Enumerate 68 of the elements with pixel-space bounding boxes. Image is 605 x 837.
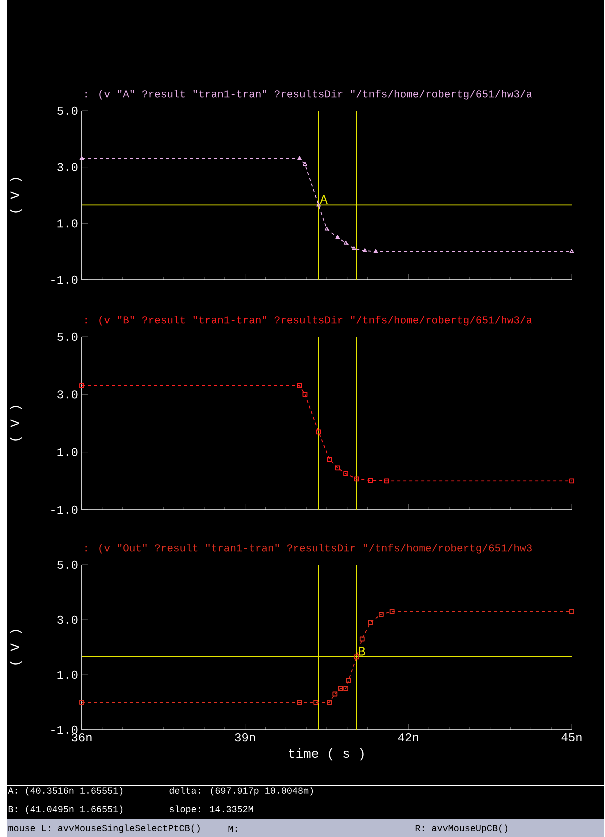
text: A: (40.3516n 1.65551) [8, 787, 123, 796]
text: B: (41.0495n 1.66551) [9, 806, 123, 814]
point [360, 636, 366, 642]
point [298, 384, 302, 388]
point [336, 235, 340, 240]
point [336, 466, 341, 471]
point [368, 478, 374, 484]
text: delta: (697.917p 10.0048m) [170, 787, 314, 796]
y-tick-label: 1.0 [58, 448, 78, 456]
chart-title: : (v "A" ?result "tran1-tran" ?resultsDir "/tnfs/home/robertg/651/hw3/a [86, 90, 532, 100]
y-tick-label: 3.0 [58, 390, 78, 399]
point [80, 700, 85, 705]
point [346, 678, 352, 683]
point [344, 472, 349, 476]
y-tick-label: 3.0 [58, 163, 78, 172]
point [379, 612, 384, 617]
point [314, 700, 319, 705]
point [303, 392, 308, 398]
x-tick-label: 39n [236, 734, 256, 742]
point [344, 240, 348, 245]
point [298, 700, 302, 705]
y-axis-title: ( V ) [10, 406, 22, 441]
point [363, 248, 368, 252]
y-tick-label: 1.0 [58, 220, 78, 228]
point [316, 202, 322, 207]
point [80, 156, 84, 160]
point [390, 609, 396, 614]
y-tick-label: 5.0 [58, 106, 78, 116]
point [328, 700, 332, 705]
point [374, 249, 378, 254]
point [570, 249, 574, 254]
chart-title: : (v "Out" ?result "tran1-tran" ?resultsDir "/tnfs/home/robertg/651/hw3 [86, 544, 532, 554]
text: slope: 14.3352M [170, 806, 254, 814]
y-tick-label: 5.0 [58, 560, 78, 570]
point [352, 246, 357, 250]
point [384, 478, 390, 484]
y-tick-label: 1.0 [58, 670, 78, 680]
point [570, 609, 575, 614]
text: mouse L: avvMouseSingleSelectPtCB() [8, 824, 200, 834]
point [570, 478, 575, 484]
point [332, 692, 338, 697]
point [344, 686, 349, 692]
point [354, 476, 360, 482]
annotation: B [359, 647, 366, 656]
x-tick-label: 42n [398, 734, 419, 742]
y-tick-label: 3.0 [58, 616, 78, 624]
point [338, 686, 344, 692]
point [328, 457, 332, 462]
y-tick-label: -1.0 [52, 506, 78, 514]
y-axis-title: ( V ) [10, 630, 22, 665]
point [368, 620, 374, 626]
point [316, 430, 322, 435]
point [80, 384, 85, 388]
text: M: [229, 826, 238, 832]
x-tick-label: 45n [562, 734, 582, 742]
x-tick-label: 36n [72, 734, 92, 742]
annotation: A [320, 195, 328, 204]
y-tick-label: -1.0 [52, 276, 78, 284]
point [303, 162, 308, 166]
point [354, 654, 360, 660]
point [325, 226, 330, 231]
point [298, 156, 302, 160]
y-tick-label: -1.0 [52, 726, 78, 734]
y-axis-title: ( V ) [10, 178, 22, 213]
y-tick-label: 5.0 [58, 332, 78, 342]
x-axis-title: time ( s ) [289, 748, 364, 761]
chart-title: : (v "B" ?result "tran1-tran" ?resultsDir "/tnfs/home/robertg/651/hw3/a [86, 316, 532, 326]
text: R: avvMouseUpCB() [416, 824, 508, 834]
